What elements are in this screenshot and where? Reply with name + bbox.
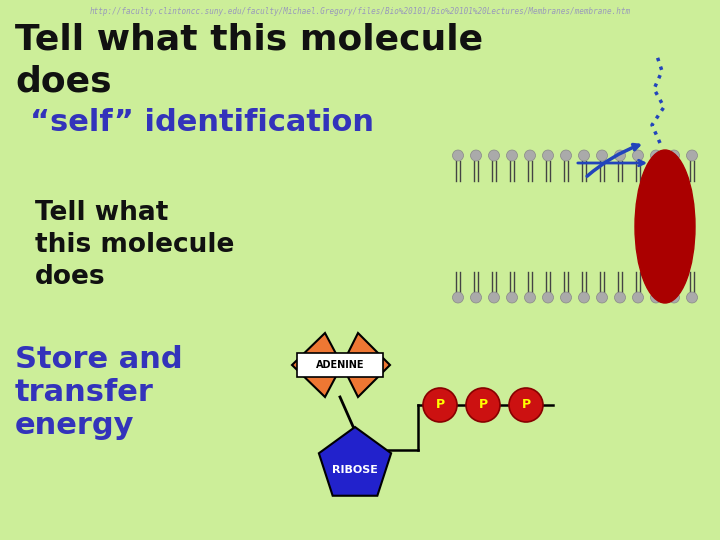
Circle shape	[452, 150, 464, 161]
Circle shape	[614, 292, 626, 303]
Circle shape	[668, 150, 680, 161]
Text: RIBOSE: RIBOSE	[332, 465, 378, 475]
Circle shape	[596, 150, 608, 161]
Circle shape	[452, 292, 464, 303]
Text: “self” identification: “self” identification	[30, 108, 374, 137]
Circle shape	[466, 388, 500, 422]
Circle shape	[542, 150, 554, 161]
Circle shape	[423, 388, 457, 422]
Polygon shape	[292, 333, 342, 397]
Circle shape	[650, 150, 662, 161]
Text: P: P	[478, 399, 487, 411]
Circle shape	[632, 150, 644, 161]
Circle shape	[470, 292, 482, 303]
Circle shape	[686, 150, 698, 161]
Text: does: does	[15, 65, 112, 99]
FancyBboxPatch shape	[297, 353, 383, 377]
Polygon shape	[319, 427, 391, 496]
Circle shape	[488, 292, 500, 303]
Circle shape	[488, 150, 500, 161]
Circle shape	[560, 150, 572, 161]
Circle shape	[470, 150, 482, 161]
Circle shape	[509, 388, 543, 422]
Text: http://faculty.clintoncc.suny.edu/faculty/Michael.Gregory/files/Bio%20101/Bio%20: http://faculty.clintoncc.suny.edu/facult…	[89, 7, 631, 16]
Polygon shape	[342, 333, 390, 397]
Text: this molecule: this molecule	[35, 232, 235, 258]
Ellipse shape	[635, 150, 695, 303]
Circle shape	[632, 292, 644, 303]
Text: does: does	[35, 264, 106, 290]
Circle shape	[506, 292, 518, 303]
Text: P: P	[436, 399, 444, 411]
Text: energy: energy	[15, 411, 135, 440]
Circle shape	[578, 292, 590, 303]
Circle shape	[542, 292, 554, 303]
Circle shape	[578, 150, 590, 161]
Text: Tell what this molecule: Tell what this molecule	[15, 22, 483, 56]
Text: Store and: Store and	[15, 345, 183, 374]
Circle shape	[560, 292, 572, 303]
Text: ADENINE: ADENINE	[316, 360, 364, 370]
Text: P: P	[521, 399, 531, 411]
Circle shape	[686, 292, 698, 303]
Circle shape	[668, 292, 680, 303]
Circle shape	[506, 150, 518, 161]
Circle shape	[650, 292, 662, 303]
Circle shape	[614, 150, 626, 161]
Text: transfer: transfer	[15, 378, 154, 407]
Circle shape	[596, 292, 608, 303]
Circle shape	[524, 150, 536, 161]
Circle shape	[524, 292, 536, 303]
Text: Tell what: Tell what	[35, 200, 168, 226]
